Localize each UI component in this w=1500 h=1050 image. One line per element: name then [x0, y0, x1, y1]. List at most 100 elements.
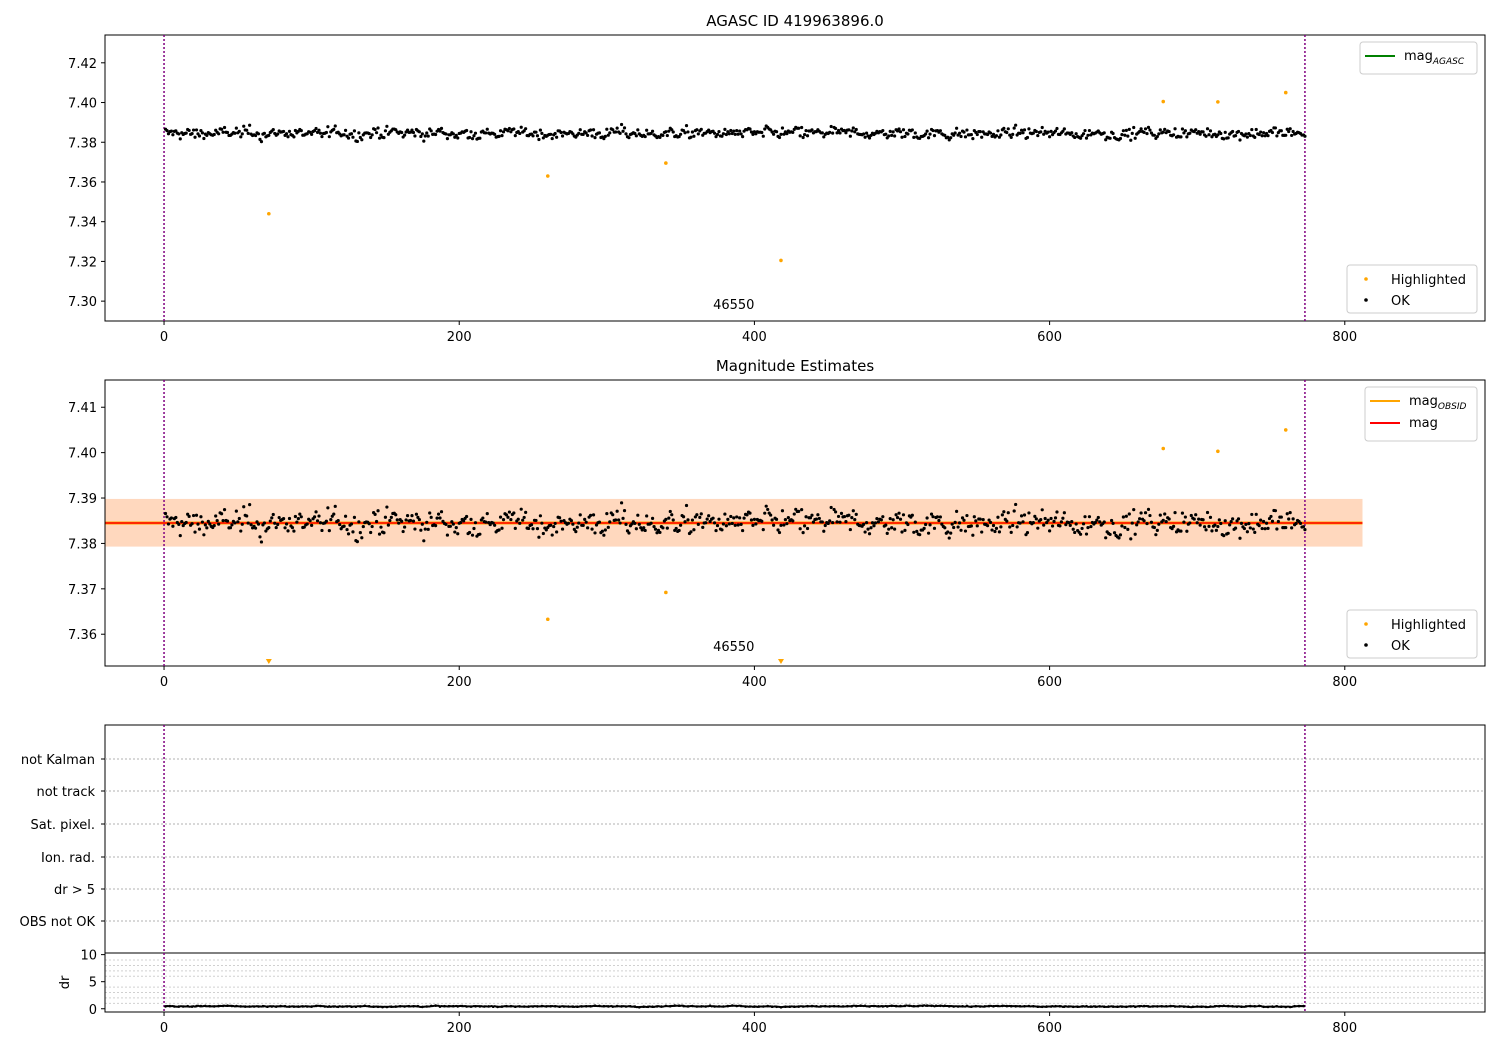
p2-ok-point [1284, 525, 1288, 530]
p2-ok-point [655, 531, 659, 535]
p2-highlighted-point [1161, 446, 1166, 451]
p1-ok-point [165, 128, 169, 133]
p1-ok-point [245, 128, 249, 132]
p2-ok-point [862, 522, 866, 526]
p1-ok-point [1039, 130, 1043, 134]
p4-dr-point [757, 1005, 761, 1008]
p2-ok-point [817, 516, 821, 521]
p1-ok-point [377, 136, 382, 140]
p2-ok-point [296, 517, 300, 521]
p4-dr-point [398, 1005, 402, 1008]
p2-ok-point [962, 518, 966, 522]
p4-dr-point [447, 1004, 451, 1008]
p1-xtick-label: 600 [1037, 330, 1062, 345]
p2-ok-point [1238, 536, 1242, 540]
p2-ok-point [903, 528, 907, 532]
p2-ok-point [187, 514, 191, 518]
p2-ok-point [1171, 524, 1176, 528]
p1-ok-point [346, 136, 351, 140]
p1-ok-point [1086, 133, 1090, 137]
p2-ok-point [1244, 522, 1248, 527]
p1-ok-point [804, 128, 808, 133]
legend-frame [1359, 41, 1478, 75]
p2-ok-point [419, 528, 423, 532]
p2-ok-point [1152, 525, 1156, 530]
p2-ok-point [1247, 522, 1251, 526]
p1-ok-point [239, 135, 243, 139]
p2-ok-point [1053, 516, 1058, 520]
p4-dr-point [952, 1005, 955, 1008]
p2-ok-point [715, 523, 720, 528]
p1-ok-point [1205, 127, 1210, 131]
p4-dr-point [996, 1004, 1000, 1008]
p1-ok-point [326, 125, 330, 129]
p1-ok-point [469, 130, 473, 134]
p2-ok-point [574, 530, 578, 534]
p1-ok-point [317, 128, 321, 132]
p2-ok-point [872, 524, 876, 528]
p2-ok-point [975, 524, 979, 528]
p4-dr-point [899, 1004, 902, 1008]
p2-ok-point [854, 512, 858, 516]
p1-ok-point [1062, 127, 1066, 131]
p1-ok-point [1213, 132, 1217, 136]
p2-ok-point [922, 526, 926, 530]
p2-ok-point [1061, 516, 1065, 520]
p2-ok-point [786, 516, 790, 520]
p4-dr-point [598, 1004, 601, 1008]
p4-dr-point [173, 1005, 176, 1008]
p1-ok-point [707, 128, 711, 132]
p2-ok-point [478, 532, 482, 536]
p2-ok-point [435, 516, 439, 520]
p1-title: AGASC ID 419963896.0 [706, 12, 884, 30]
p2-ok-point [990, 528, 994, 532]
p4-dr-point [717, 1005, 721, 1008]
p2-ok-point [721, 522, 726, 526]
p2-ok-point [1015, 525, 1019, 529]
p2-ok-point [230, 523, 234, 527]
p1-ok-point [627, 136, 631, 140]
p1-ok-point [1152, 133, 1156, 137]
p1-ok-point [699, 127, 703, 131]
p4-dr-point [691, 1004, 694, 1008]
p1-ok-point [724, 132, 728, 137]
p4-dr-point [164, 1005, 167, 1008]
p2-ok-point [377, 532, 382, 536]
p2-ok-point [1242, 526, 1247, 531]
p4-dr-point [615, 1004, 619, 1008]
p1-ok-point [683, 131, 687, 135]
p1-ok-point [413, 134, 417, 138]
p4-dr-point [669, 1004, 672, 1008]
p1-ok-point [980, 135, 984, 139]
p1-ok-point [723, 127, 727, 132]
p2-ok-point [1009, 530, 1013, 534]
p1-ok-point [912, 135, 916, 139]
p4-dr-point [1200, 1005, 1203, 1008]
p4-dr-point [429, 1004, 433, 1008]
p2-ok-point [1126, 527, 1130, 531]
p2-ok-point [863, 530, 867, 534]
p1-ok-point [1081, 132, 1086, 136]
p2-ok-point [467, 530, 472, 535]
p2-ok-point [383, 515, 388, 519]
p2-ok-point [513, 526, 517, 530]
p2-frame [104, 379, 1486, 667]
p1-ok-point [864, 131, 869, 135]
p2-ok-point [726, 517, 730, 521]
p2-ok-point [329, 518, 333, 522]
p4-dr-point [567, 1005, 570, 1008]
p1-ok-point [603, 134, 607, 138]
p2-ok-point [1239, 521, 1244, 525]
p1-ok-point [1012, 126, 1016, 130]
p1-ok-point [695, 128, 699, 132]
p1-ok-point [276, 132, 280, 136]
p2-ok-point [1093, 520, 1097, 525]
p1-ok-point [581, 132, 585, 136]
p1-ok-point [686, 130, 690, 134]
p4-dr-point [1222, 1004, 1226, 1008]
p1-ok-point [1087, 128, 1092, 133]
p4-dr-point [1080, 1005, 1084, 1008]
p4-dr-point [762, 1005, 765, 1008]
p2-ok-point [1157, 522, 1161, 526]
p2-ok-point [1000, 513, 1004, 517]
